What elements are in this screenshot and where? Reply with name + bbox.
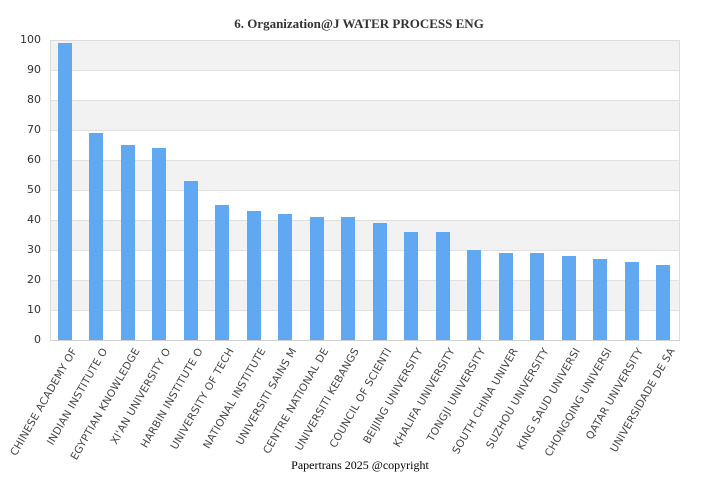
gridline: [51, 250, 679, 251]
y-tick-label: 40: [27, 213, 41, 226]
gridline: [51, 190, 679, 191]
x-tick-label: INDIAN INSTITUTE O: [45, 346, 111, 448]
bar[interactable]: [656, 265, 671, 340]
grid-band: [51, 71, 679, 101]
bar[interactable]: [624, 262, 639, 340]
gridline: [51, 160, 679, 161]
bar[interactable]: [309, 217, 324, 340]
grid-band: [51, 251, 679, 281]
x-axis-line: [50, 340, 680, 341]
x-tick-label: UNIVERSITI SAINS M: [234, 346, 300, 448]
y-tick-label: 80: [27, 93, 41, 106]
grid-band: [51, 191, 679, 221]
x-tick-label: UNIVERSIDADE DE SA: [608, 346, 679, 455]
bar[interactable]: [152, 148, 167, 340]
bar[interactable]: [57, 43, 72, 340]
y-tick-label: 70: [27, 123, 41, 136]
chart-title-text: 6. Organization@J WATER PROCESS ENG: [234, 16, 484, 31]
grid-band: [51, 281, 679, 311]
y-tick-label: 50: [27, 183, 41, 196]
bar[interactable]: [278, 214, 293, 340]
x-tick-label: QATAR UNIVERSITY: [583, 346, 646, 442]
y-tick-label: 90: [27, 63, 41, 76]
grid-band: [51, 161, 679, 191]
gridline: [51, 220, 679, 221]
bar[interactable]: [120, 145, 135, 340]
grid-band: [51, 221, 679, 251]
y-tick-label: 20: [27, 273, 41, 286]
bar[interactable]: [593, 259, 608, 340]
bar[interactable]: [215, 205, 230, 340]
y-tick-label: 0: [34, 333, 41, 346]
bar[interactable]: [498, 253, 513, 340]
grid-band: [51, 101, 679, 131]
x-tick-label: TONGJI UNIVERSITY: [425, 346, 489, 444]
bar[interactable]: [183, 181, 198, 340]
y-tick-label: 30: [27, 243, 41, 256]
gridline: [51, 130, 679, 131]
gridline: [51, 310, 679, 311]
y-tick-label: 10: [27, 303, 41, 316]
bar[interactable]: [467, 250, 482, 340]
grid-band: [51, 311, 679, 341]
x-tick-label: BEIJING UNIVERSITY: [361, 346, 427, 446]
gridline: [51, 70, 679, 71]
gridline: [51, 100, 679, 101]
bar[interactable]: [341, 217, 356, 340]
y-tick-label: 60: [27, 153, 41, 166]
y-tick-label: 100: [20, 33, 41, 46]
chart-title: 6. Organization@J WATER PROCESS ENG: [0, 16, 720, 32]
bar[interactable]: [89, 133, 104, 340]
bar[interactable]: [372, 223, 387, 340]
gridline: [51, 280, 679, 281]
grid-band: [51, 41, 679, 71]
bar[interactable]: [404, 232, 419, 340]
bar[interactable]: [435, 232, 450, 340]
bar[interactable]: [561, 256, 576, 340]
bar[interactable]: [246, 211, 261, 340]
plot-area: [50, 40, 680, 340]
bar[interactable]: [530, 253, 545, 340]
grid-band: [51, 131, 679, 161]
copyright-footer: Papertrans 2025 @copyright: [291, 458, 429, 472]
x-tick-label: XI'AN UNIVERSITY O: [108, 346, 174, 447]
